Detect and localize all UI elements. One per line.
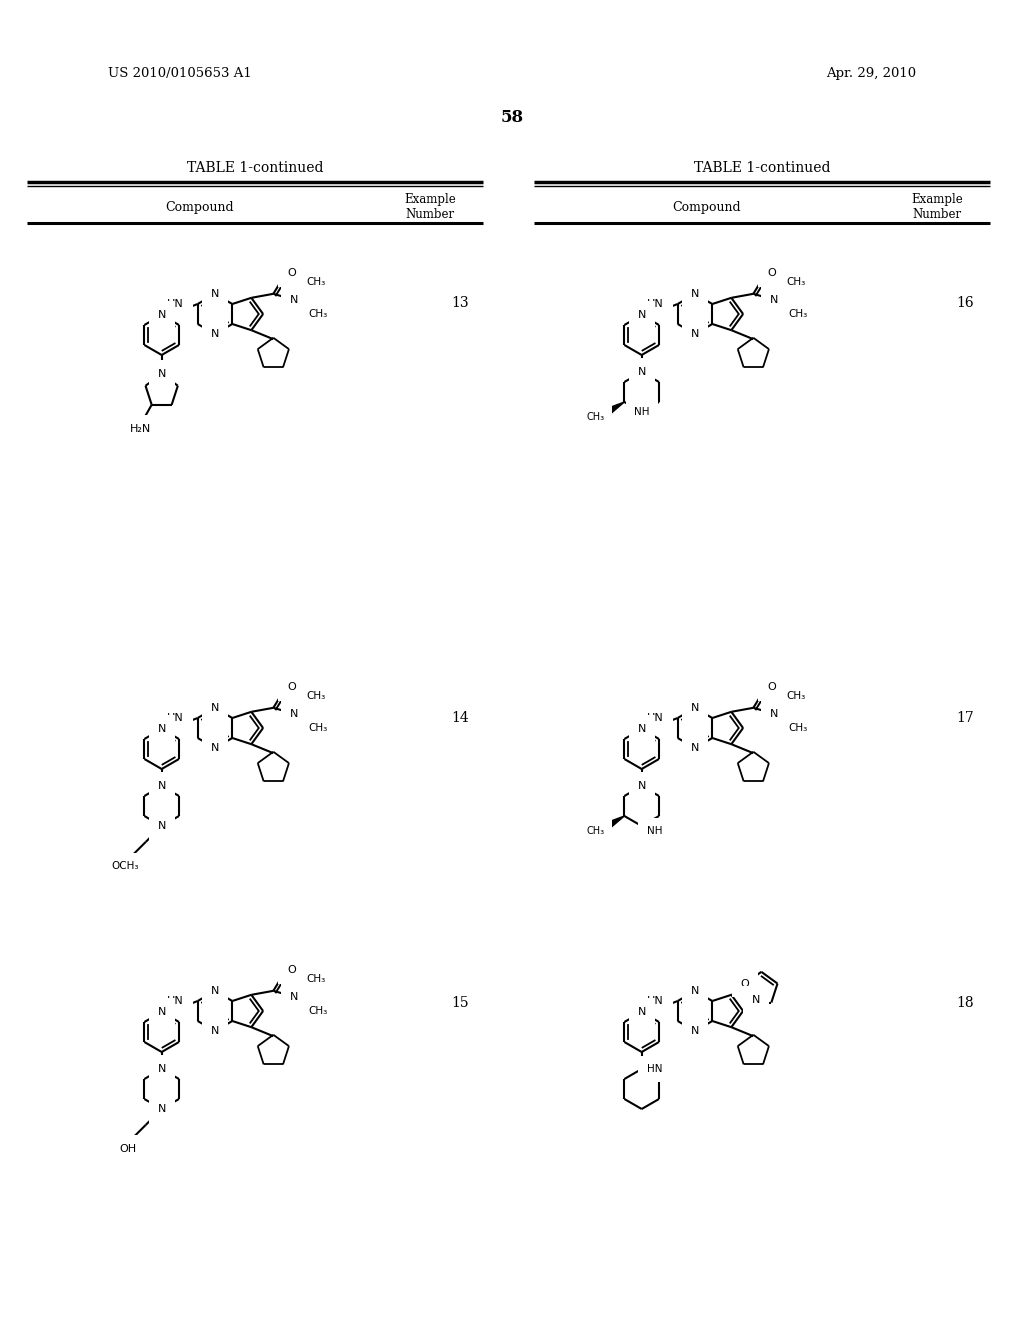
Text: N: N	[158, 723, 166, 734]
Text: N: N	[638, 1007, 646, 1016]
Text: CH₃: CH₃	[786, 690, 806, 701]
Text: N: N	[638, 367, 646, 378]
Text: N: N	[691, 986, 699, 997]
Text: N: N	[691, 743, 699, 752]
Text: N: N	[158, 821, 166, 832]
Text: 18: 18	[956, 997, 974, 1010]
Text: N: N	[158, 1007, 166, 1016]
Text: HN: HN	[167, 997, 183, 1006]
Text: N: N	[211, 329, 219, 339]
Text: N: N	[211, 743, 219, 752]
Text: Compound: Compound	[166, 201, 234, 214]
Text: US 2010/0105653 A1: US 2010/0105653 A1	[108, 66, 252, 79]
Text: HN: HN	[647, 997, 664, 1006]
Text: Number: Number	[912, 207, 962, 220]
Text: Compound: Compound	[673, 201, 741, 214]
Text: CH₃: CH₃	[786, 277, 806, 286]
Text: N: N	[158, 781, 166, 791]
Text: Apr. 29, 2010: Apr. 29, 2010	[826, 66, 916, 79]
Text: CH₃: CH₃	[587, 412, 604, 422]
Text: N: N	[770, 709, 778, 719]
Text: Number: Number	[406, 207, 455, 220]
Text: O: O	[767, 268, 776, 277]
Text: N: N	[691, 1026, 699, 1036]
Text: HN: HN	[167, 713, 183, 723]
Text: O: O	[740, 978, 750, 989]
Text: N: N	[211, 704, 219, 713]
Text: CH₃: CH₃	[308, 723, 328, 733]
Text: O: O	[287, 268, 296, 277]
Text: HN: HN	[167, 300, 183, 309]
Text: 16: 16	[956, 296, 974, 310]
Text: N: N	[211, 289, 219, 300]
Text: O: O	[767, 682, 776, 692]
Text: 13: 13	[452, 296, 469, 310]
Text: CH₃: CH₃	[308, 309, 328, 319]
Text: Example: Example	[404, 194, 456, 206]
Text: N: N	[211, 986, 219, 997]
Text: N: N	[753, 994, 761, 1005]
Text: N: N	[290, 991, 299, 1002]
Text: 14: 14	[452, 711, 469, 725]
Text: CH₃: CH₃	[788, 309, 808, 319]
Text: N: N	[638, 310, 646, 319]
Text: N: N	[158, 1104, 166, 1114]
Text: NH: NH	[634, 407, 649, 417]
Text: CH₃: CH₃	[307, 690, 326, 701]
Text: N: N	[638, 781, 646, 791]
Text: N: N	[290, 294, 299, 305]
Text: N: N	[691, 289, 699, 300]
Text: H₂N: H₂N	[130, 424, 152, 434]
Text: OH: OH	[119, 1144, 136, 1154]
Text: CH₃: CH₃	[587, 826, 604, 836]
Text: NH: NH	[647, 826, 663, 836]
Text: N: N	[158, 310, 166, 319]
Text: CH₃: CH₃	[307, 974, 326, 983]
Polygon shape	[605, 816, 625, 829]
Text: Example: Example	[911, 194, 963, 206]
Text: N: N	[290, 709, 299, 719]
Text: CH₃: CH₃	[308, 1006, 328, 1016]
Text: HN: HN	[647, 300, 664, 309]
Text: CH₃: CH₃	[788, 723, 808, 733]
Text: OCH₃: OCH₃	[111, 861, 138, 871]
Text: O: O	[287, 965, 296, 974]
Text: N: N	[638, 723, 646, 734]
Text: HN: HN	[647, 713, 664, 723]
Text: N: N	[691, 329, 699, 339]
Text: HN: HN	[647, 1064, 663, 1074]
Text: 17: 17	[956, 711, 974, 725]
Polygon shape	[605, 403, 625, 414]
Text: 15: 15	[452, 997, 469, 1010]
Text: TABLE 1-continued: TABLE 1-continued	[693, 161, 830, 176]
Text: TABLE 1-continued: TABLE 1-continued	[186, 161, 324, 176]
Text: CH₃: CH₃	[307, 277, 326, 286]
Text: N: N	[158, 1064, 166, 1074]
Text: N: N	[691, 704, 699, 713]
Text: N: N	[158, 370, 166, 379]
Text: N: N	[211, 1026, 219, 1036]
Text: O: O	[287, 682, 296, 692]
Text: N: N	[770, 294, 778, 305]
Text: 58: 58	[501, 110, 523, 127]
